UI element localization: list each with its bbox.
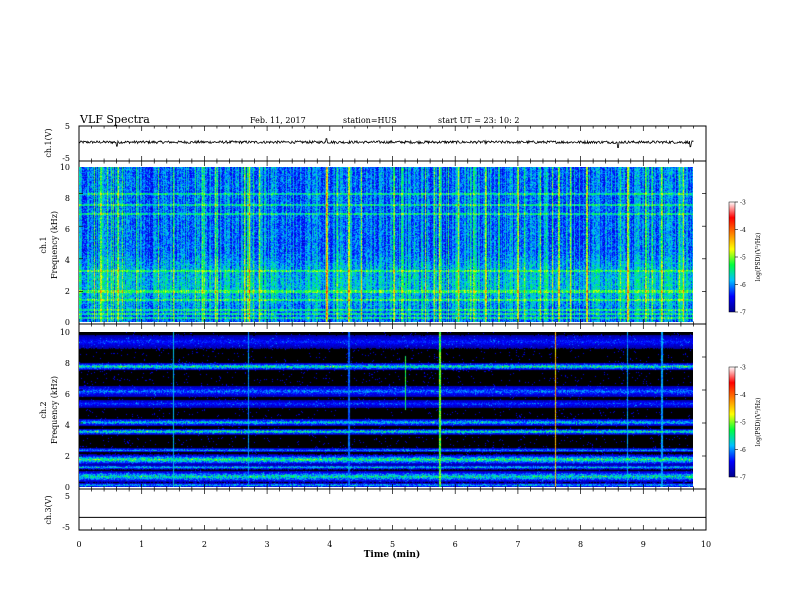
colorbar-tick-label: -5 [740,420,746,427]
start-time-label: start UT = 23: 10: 2 [438,116,519,125]
colorbar-tick-label: -7 [740,475,746,482]
ch3-waveform-frame [78,488,707,531]
ch3-ytick-top: 5 [65,492,70,501]
ch1-waveform-trace [79,138,694,148]
y-tick-label: 4 [65,421,70,430]
ch2-frequency-axis-label: Frequency (kHz) [50,376,59,444]
ch3-waveform-ylabel: ch.3(V) [44,495,53,524]
ch1-waveform-ylabel: ch.1(V) [44,128,53,157]
colorbar-tick-label: -3 [740,200,746,207]
x-tick-label: 8 [578,540,583,549]
ch1-spectrogram-image [79,167,693,322]
x-tick-label: 0 [76,540,81,549]
ch1-waveform-frame [78,125,707,162]
colorbar-tick-label: -6 [740,447,746,454]
ch1-spectrogram-panel: 10 8 6 4 2 0 ch.1 Frequency (kHz) [39,160,707,327]
date-label: Feb. 11, 2017 [250,116,306,125]
x-tick-label: 2 [202,540,207,549]
y-tick-label: 6 [65,390,70,399]
ch2-spectrogram-panel: 10 8 6 4 2 0 ch.2 Frequency (kHz) [39,323,707,492]
colorbar-tick-label: -7 [740,310,746,317]
x-tick-label: 10 [701,540,711,549]
ch1-colorbar-scale [728,201,736,313]
y-tick-label: 0 [65,483,70,492]
y-tick-label: 8 [65,359,70,368]
y-tick-label: 8 [65,194,70,203]
x-tick-label: 6 [453,540,458,549]
y-tick-label: 0 [65,318,70,327]
time-axis-tick-labels: 0 1 2 3 4 5 6 7 8 9 10 [76,540,711,549]
colorbar-tick-label: -5 [740,255,746,262]
ch2-colorbar-label: log(PSD)(V²/Hz) [755,398,762,447]
ch1-colorbar-label: log(PSD)(V²/Hz) [755,233,762,282]
x-tick-label: 1 [139,540,144,549]
ch1-spectrogram-ticks [78,160,707,325]
y-tick-label: 6 [65,225,70,234]
y-tick-label: 2 [65,452,70,461]
colorbar-tick-label: -4 [740,392,746,399]
ch1-colorbar-ticks: -3 -4 -5 -6 -7 [735,200,746,317]
colorbar-tick-label: -3 [740,365,746,372]
y-tick-label: 10 [60,163,70,172]
ch3-ytick-bottom: -5 [62,523,70,532]
time-axis-label: Time (min) [364,549,421,560]
figure-title: VLF Spectra [79,113,150,126]
y-tick-label: 2 [65,287,70,296]
ch2-spectrogram-ytick-labels: 10 8 6 4 2 0 [60,328,70,492]
x-tick-label: 9 [641,540,646,549]
ch3-waveform-ticks [78,489,707,530]
y-tick-label: 10 [60,328,70,337]
x-tick-label: 3 [265,540,270,549]
ch2-channel-label: ch.2 [39,401,48,418]
station-label: station=HUS [343,116,397,125]
ch2-spectrogram-image [79,332,693,487]
ch3-waveform-panel: 5 -5 ch.3(V) [44,488,707,532]
ch1-frequency-axis-label: Frequency (kHz) [50,211,59,279]
y-tick-label: 4 [65,256,70,265]
ch2-colorbar: -3 -4 -5 -6 -7 log(PSD)(V²/Hz) [728,365,762,482]
x-tick-label: 5 [390,540,395,549]
colorbar-tick-label: -6 [740,282,746,289]
ch1-ytick-bottom: -5 [62,154,70,163]
ch1-waveform-panel: 5 -5 ch.1(V) [44,122,707,163]
ch1-colorbar: -3 -4 -5 -6 -7 log(PSD)(V²/Hz) [728,200,762,317]
ch1-ytick-top: 5 [65,122,70,131]
ch2-colorbar-ticks: -3 -4 -5 -6 -7 [735,365,746,482]
colorbar-tick-label: -4 [740,227,746,234]
x-tick-label: 4 [327,540,332,549]
ch1-spectrogram-ytick-labels: 10 8 6 4 2 0 [60,163,70,327]
ch2-colorbar-scale [728,366,736,478]
ch1-channel-label: ch.1 [39,236,48,253]
x-tick-label: 7 [515,540,520,549]
